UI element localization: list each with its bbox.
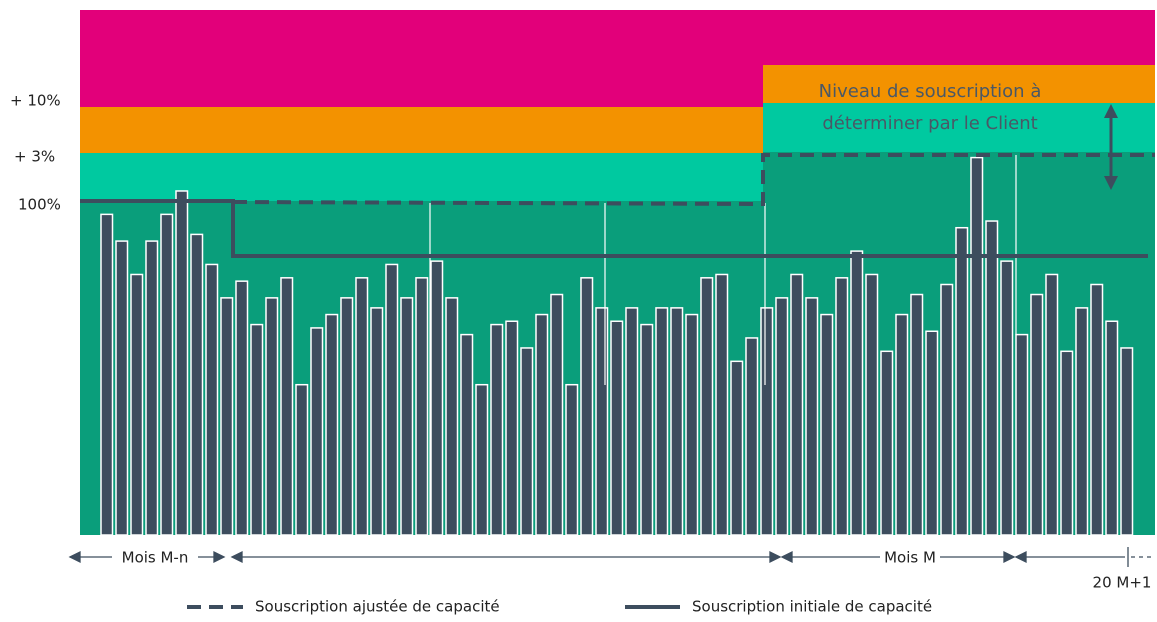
bar [1105, 320, 1119, 536]
bar [535, 313, 549, 536]
bar [235, 280, 249, 536]
bar [430, 260, 444, 536]
bar [730, 360, 744, 536]
bar [1015, 333, 1029, 536]
bar [940, 283, 954, 536]
bar [1030, 293, 1044, 536]
bar [715, 273, 729, 536]
annotation: Niveau de souscription à [819, 81, 1042, 102]
bar [985, 220, 999, 536]
level-label: 100% [18, 196, 61, 214]
bar [925, 330, 939, 536]
bar [835, 277, 849, 536]
bar [160, 213, 174, 536]
period-arrows [68, 547, 1152, 567]
bar [610, 320, 624, 536]
bars [100, 156, 1134, 536]
bar [460, 333, 474, 536]
bar [850, 250, 864, 536]
bar [280, 277, 294, 536]
bar [190, 233, 204, 536]
bar [475, 383, 489, 536]
bar [445, 297, 459, 536]
bar [100, 213, 114, 536]
bar [670, 307, 684, 536]
bar [595, 307, 609, 536]
level-label: + 3% [14, 148, 55, 166]
bar [760, 307, 774, 536]
adjusted-line [232, 153, 1155, 207]
bar [745, 337, 759, 536]
bar [130, 273, 144, 536]
bar [565, 383, 579, 536]
bar [415, 277, 429, 536]
bar [490, 323, 504, 536]
bar [325, 313, 339, 536]
initial-line [80, 199, 1148, 258]
bar [1045, 273, 1059, 536]
level-label: + 10% [10, 92, 61, 110]
bar [1000, 260, 1014, 536]
band-orange [80, 107, 763, 153]
bar [295, 383, 309, 536]
bar [400, 297, 414, 536]
bar [910, 293, 924, 536]
annotation: déterminer par le Client [822, 113, 1037, 134]
bar [340, 297, 354, 536]
bar [115, 240, 129, 536]
bar [955, 226, 969, 536]
bar [655, 307, 669, 536]
label-bg [112, 548, 198, 566]
band-light [80, 153, 763, 201]
period-label: Mois M [884, 549, 936, 567]
bar [775, 297, 789, 536]
bar [1060, 350, 1074, 536]
bar [1120, 347, 1134, 536]
bar [1075, 307, 1089, 536]
bar [685, 313, 699, 536]
bar [385, 263, 399, 536]
bar [790, 273, 804, 536]
period-label: 20 M+1 [1093, 574, 1152, 592]
bar [505, 320, 519, 536]
bar [355, 277, 369, 536]
bar [805, 297, 819, 536]
bar [145, 240, 159, 536]
bar [205, 263, 219, 536]
bar [895, 313, 909, 536]
bar [370, 307, 384, 536]
bar [865, 273, 879, 536]
label-bg [880, 548, 940, 566]
bar [175, 190, 189, 536]
bar [520, 347, 534, 536]
bar [700, 277, 714, 536]
bar [625, 307, 639, 536]
band-light [763, 103, 1155, 152]
period-label: Mois M-n [122, 549, 189, 567]
band-orange [763, 65, 1155, 103]
bar [310, 327, 324, 536]
bar [265, 297, 279, 536]
bar [220, 297, 234, 536]
double-arrow [1104, 104, 1118, 190]
bar [580, 277, 594, 536]
bar [1090, 283, 1104, 536]
bar [880, 350, 894, 536]
legend-label: Souscription initiale de capacité [692, 598, 932, 616]
bar [640, 323, 654, 536]
bar [550, 293, 564, 536]
legend-label: Souscription ajustée de capacité [255, 598, 500, 616]
bar [970, 156, 984, 536]
separators [429, 155, 1017, 535]
bar [250, 323, 264, 536]
bar [820, 313, 834, 536]
